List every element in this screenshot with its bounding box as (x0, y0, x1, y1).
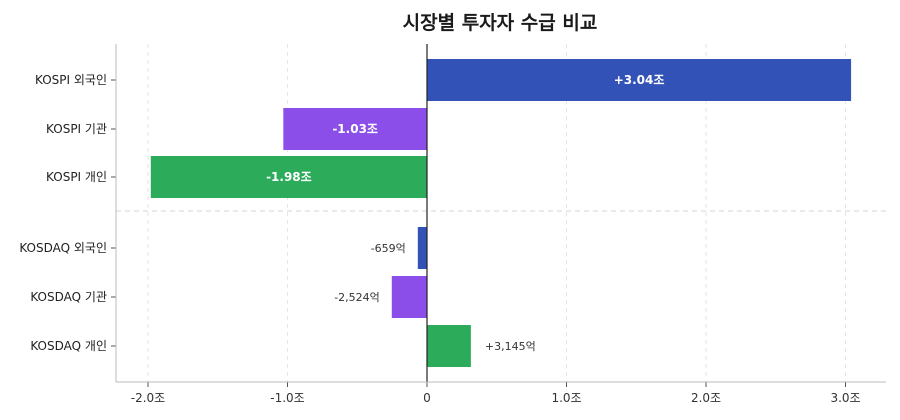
bar (283, 108, 427, 150)
value-label: -659억 (371, 242, 406, 255)
x-tick-label: 1.0조 (551, 391, 581, 405)
category-label: KOSDAQ 개인 (30, 339, 107, 353)
bar (150, 156, 428, 198)
x-tick-label: -1.0조 (270, 391, 304, 405)
value-label: -2,524억 (334, 291, 380, 304)
value-labels: +3.04조 -1.03조 -1.98조 -659억 -2,524억 +3,145억 (266, 73, 664, 353)
bar (391, 276, 427, 318)
category-label: KOSPI 외국인 (35, 73, 107, 87)
category-label: KOSPI 기관 (46, 122, 107, 136)
category-labels: KOSPI 외국인 KOSPI 기관 KOSPI 개인 KOSDAQ 외국인 KOSDA… (19, 73, 107, 353)
bar (427, 59, 852, 101)
x-tick-label: -2.0조 (131, 391, 165, 405)
value-label: -1.03조 (332, 122, 378, 136)
value-label: +3.04조 (614, 73, 665, 87)
x-tick-label: 0 (423, 391, 431, 405)
value-label: +3,145억 (485, 340, 536, 353)
bar (427, 325, 471, 367)
x-tick-label: 3.0조 (830, 391, 860, 405)
chart-title: 시장별 투자자 수급 비교 (403, 12, 598, 34)
category-label: KOSDAQ 외국인 (19, 241, 107, 255)
axes (115, 44, 886, 383)
bars-group (150, 59, 852, 367)
category-label: KOSDAQ 기관 (30, 290, 107, 304)
x-axis-ticks: -2.0조 -1.0조 0 1.0조 2.0조 3.0조 (111, 79, 861, 405)
bar (417, 227, 427, 269)
category-label: KOSPI 개인 (46, 170, 107, 184)
x-tick-label: 2.0조 (691, 391, 721, 405)
value-label: -1.98조 (266, 170, 312, 184)
